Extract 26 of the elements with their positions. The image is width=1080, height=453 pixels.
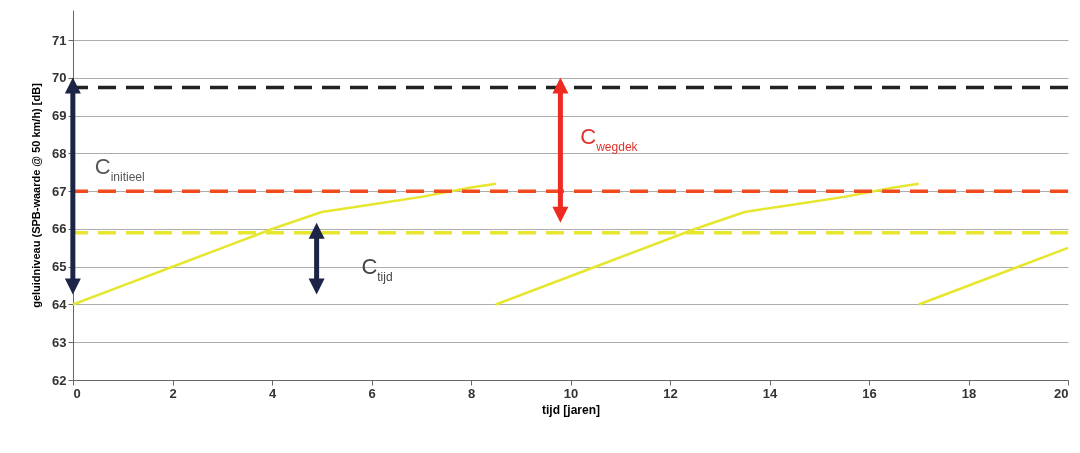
x-tick-label: 10	[563, 385, 579, 401]
y-tick-label: 63	[52, 334, 67, 350]
y-tick-label: 62	[52, 372, 67, 388]
y-axis-title: geluidniveau (SPB-waarde @ 50 km/h) [dB]	[30, 82, 43, 308]
y-tick-label: 69	[52, 108, 67, 124]
x-tick-label: 2	[169, 385, 177, 401]
x-tick-label: 20	[1054, 385, 1069, 401]
annotation: C$_{wegdek}$	[580, 124, 639, 155]
y-tick-label: 68	[52, 145, 67, 161]
x-tick-label: 8	[467, 385, 476, 401]
y-tick-label: 65	[52, 259, 67, 275]
y-tick-label: 66	[52, 221, 67, 237]
annotation: C$_{tijd}$	[361, 253, 393, 284]
x-axis-title: tijd [jaren]	[541, 402, 601, 417]
y-tick-label: 64	[52, 296, 68, 312]
x-tick-label: 4	[268, 385, 277, 401]
annotation: C$_{initieel}$	[94, 153, 145, 184]
x-tick-label: 0	[73, 385, 81, 401]
x-tick-label: 12	[663, 385, 678, 401]
x-tick-label: 18	[961, 385, 977, 401]
x-tick-label: 16	[862, 385, 877, 401]
y-tick-label: 71	[52, 32, 67, 48]
y-tick-label: 70	[52, 70, 67, 86]
x-tick-label: 6	[368, 385, 376, 401]
y-tick-label: 67	[52, 183, 67, 199]
x-tick-label: 14	[762, 385, 778, 401]
